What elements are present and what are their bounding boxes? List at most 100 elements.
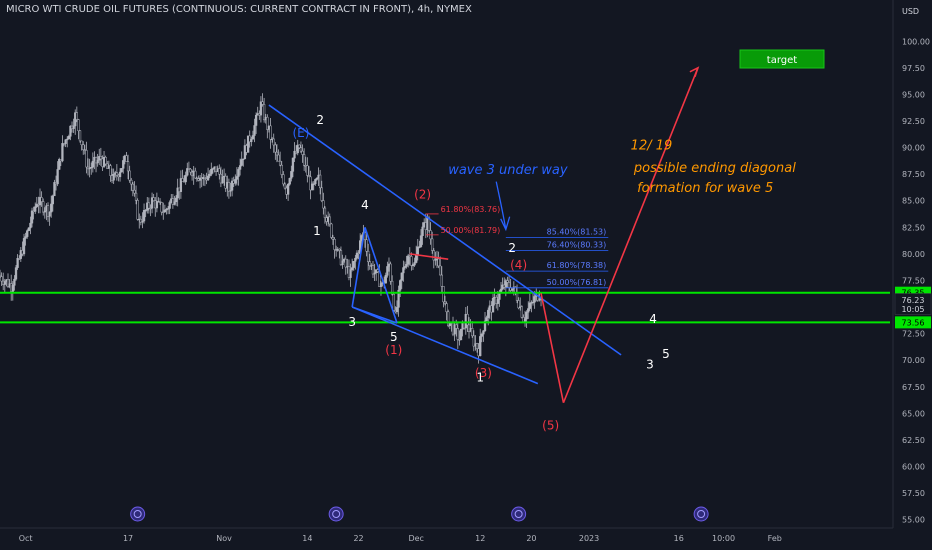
wave-label: 5 [662,347,670,361]
current-price-badge [894,293,932,315]
candle-body [35,203,38,207]
event-marker-icon [328,506,344,522]
candle-body [419,235,423,247]
candle-body [511,288,514,291]
candle-body [405,264,408,267]
trendline [562,67,699,404]
event-marker-inner [332,510,341,518]
candle-body [142,210,146,222]
trendline [351,306,539,385]
candle-body [133,189,136,194]
wave-label: 5 [390,330,398,344]
level-price-badge [895,316,931,329]
trendline [364,227,398,324]
candle-body [186,168,189,176]
candle-body [262,104,266,121]
candle-body [506,280,509,283]
level-price-text: 73.56 [902,318,925,327]
target-arrowhead [689,66,700,78]
candle-body [416,246,419,255]
price-axis-bg [893,0,932,530]
trendline [540,293,565,403]
candle-body [80,140,83,146]
candle-body [152,197,155,201]
candle-body [403,266,407,268]
candle-body [75,112,78,120]
candle-body [373,272,376,275]
candle-body [499,288,503,293]
time-axis[interactable]: Oct 17 Nov 14 22 Dec 12 20 2023 16 10:00 Feb [0,527,932,550]
candle-body [194,170,197,179]
time-tick-label: Oct [19,534,33,543]
candle-body [442,286,445,303]
candle-body [155,201,159,209]
candle-body [181,178,184,182]
price-tick-label: 72.50 [902,330,925,339]
candle-body [29,222,32,229]
candle-body [118,171,122,178]
candle-body [211,168,215,170]
candle-body [11,285,14,292]
candle-body [189,168,192,173]
candle-body [131,183,135,191]
candle-body [275,151,279,156]
candle-body [453,324,456,335]
candle-body [147,202,151,209]
fib-label: 76.40%(80.33) [547,240,607,249]
event-marker-icon [130,506,146,522]
candle-body [0,274,2,277]
candle-body [242,158,245,160]
candle-body [368,261,371,267]
fib-label-upper: 61.80%(83.76) [441,205,501,214]
candle-body [307,175,311,178]
candle-body [30,210,34,224]
candle-body [274,144,277,153]
candle-body [527,308,530,313]
time-tick-label: 12 [475,534,485,543]
candle-body [168,202,171,209]
target-label: target [767,55,797,66]
candle-body [531,301,535,304]
candle-body [351,267,354,270]
candle-body [338,248,341,251]
candle-body [330,223,333,238]
candle-body [104,157,107,165]
candle-body [173,201,176,205]
candle-body [238,165,242,170]
target-box [739,49,825,69]
candle-body [51,195,54,205]
candle-body [149,207,152,210]
price-axis[interactable]: USD 55.00 57.50 60.00 62.50 65.00 67.50 70.00 72… [892,0,932,530]
candle-body [523,318,527,322]
candle-body [455,324,458,329]
candle-body [251,135,255,140]
wave-label: (5) [542,418,559,432]
candle-body [85,150,88,168]
price-tick-label: 95.00 [902,90,925,99]
wave-label: 4 [361,198,369,212]
candle-body [288,178,291,185]
candle-body [43,210,46,213]
candle-body [19,250,22,259]
candle-body [0,276,3,282]
candle-body [283,183,287,189]
candle-body [120,168,123,173]
candle-body [130,179,133,185]
candle-body [128,170,131,181]
event-marker-icon [693,506,709,522]
candle-body [286,183,290,195]
candle-body [150,197,154,209]
candle-body [525,311,528,320]
candle-body [166,208,170,210]
candle-body [254,115,258,126]
candle-body [198,177,202,181]
time-tick-label: 16 [674,534,684,543]
candle-body [291,157,295,172]
candle-body [410,256,413,266]
candle-body [479,336,482,357]
candle-body [399,280,402,291]
wave3-arrow [495,181,507,230]
candle-body [259,101,263,116]
candle-body [34,206,37,212]
